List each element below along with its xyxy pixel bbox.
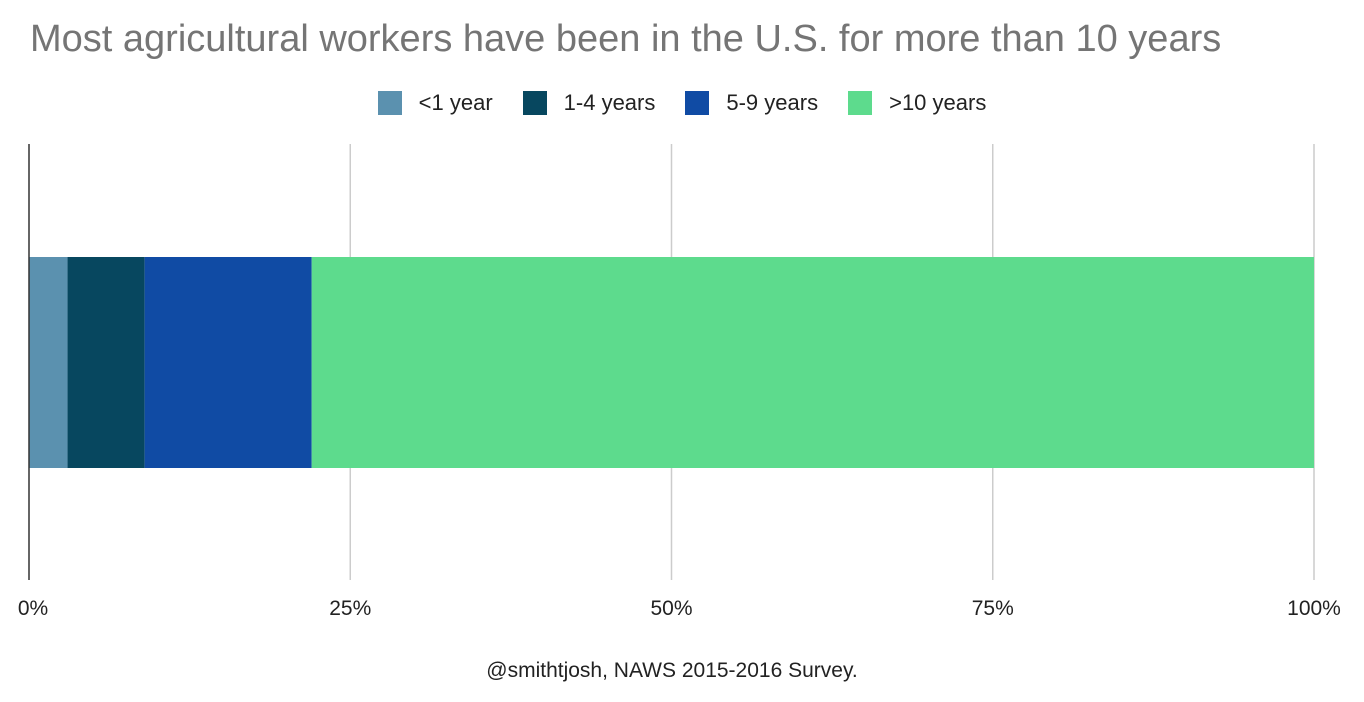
x-tick-label: 75% [972, 597, 1014, 620]
legend-swatch [377, 91, 402, 115]
legend-label: <1 year [418, 90, 493, 115]
legend-label: 5-9 years [726, 90, 819, 115]
legend-item: 5-9 years [685, 90, 818, 116]
x-tick-label: 50% [650, 597, 692, 620]
legend-swatch [685, 91, 710, 115]
legend-item: 1-4 years [522, 90, 656, 116]
x-tick-label: 0% [18, 597, 48, 620]
bar-segment [144, 257, 312, 468]
legend-swatch [848, 91, 873, 115]
bar-segment [67, 257, 145, 468]
legend-label: 1-4 years [563, 90, 656, 115]
source-note: @smithtjosh, NAWS 2015-2016 Survey. [486, 659, 858, 682]
bar-segments [29, 257, 1314, 468]
x-axis-ticks: 0% 25% 50% 75% 100% [18, 597, 1341, 620]
legend-swatch [522, 91, 547, 115]
legend-item: >10 years [848, 90, 986, 116]
legend-label: >10 years [889, 90, 987, 115]
x-tick-label: 100% [1287, 597, 1341, 620]
legend: <1 year 1-4 years 5-9 years >10 years [0, 90, 1364, 116]
bar-segment [311, 257, 1314, 468]
x-tick-label: 25% [329, 597, 371, 620]
chart-title: Most agricultural workers have been in t… [30, 18, 1222, 60]
legend-item: <1 year [377, 90, 493, 116]
bar-segment [29, 257, 68, 468]
